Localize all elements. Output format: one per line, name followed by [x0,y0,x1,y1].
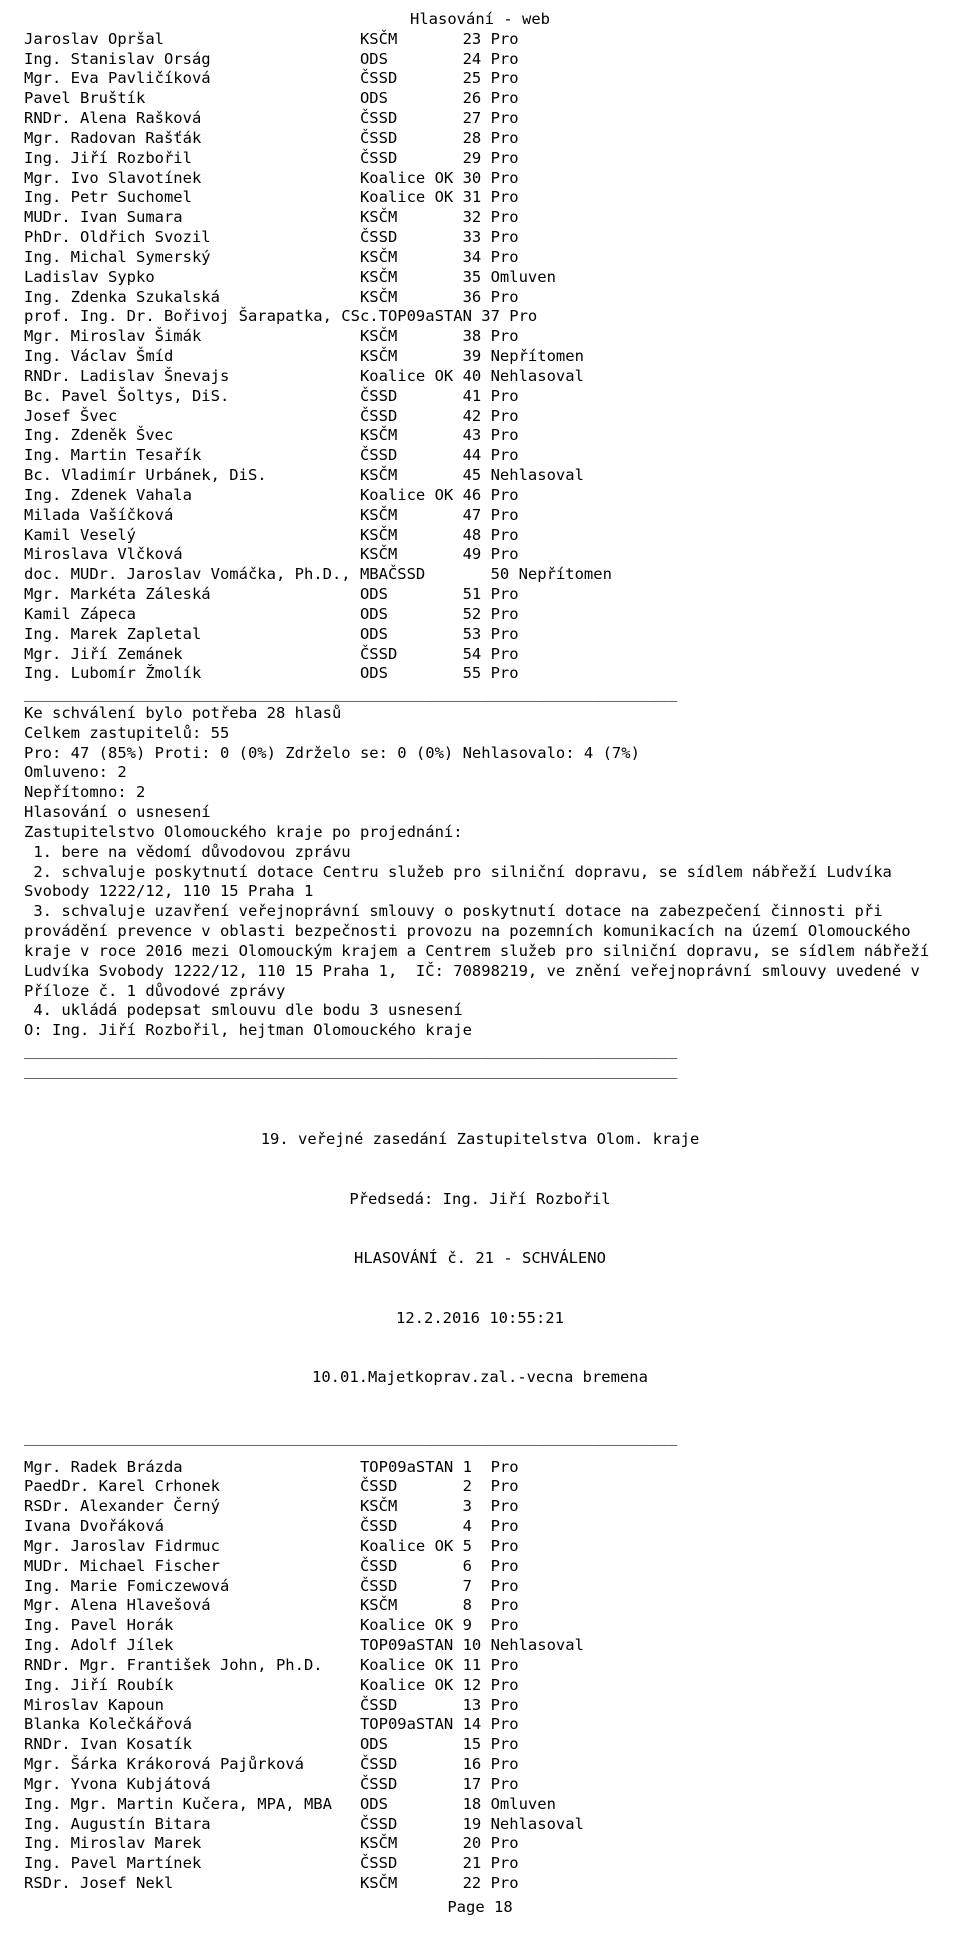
vote-row: Mgr. Alena Hlavešová KSČM 8 Pro [24,1596,936,1616]
vote-row: Ing. Václav Šmíd KSČM 39 Nepřítomen [24,347,936,367]
summary-block: Ke schválení bylo potřeba 28 hlasů Celke… [24,704,936,1041]
vote-row: Ing. Jiří Rozbořil ČSSD 29 Pro [24,149,936,169]
vote-row: Bc. Pavel Šoltys, DiS. ČSSD 41 Pro [24,387,936,407]
vote-row: Jaroslav Opršal KSČM 23 Pro [24,30,936,50]
vote-row: Milada Vašíčková KSČM 47 Pro [24,506,936,526]
vote-row: Ing. Marek Zapletal ODS 53 Pro [24,625,936,645]
vote-row: Kamil Veselý KSČM 48 Pro [24,526,936,546]
vote-row: MUDr. Ivan Sumara KSČM 32 Pro [24,208,936,228]
summary-point-2: 2. schvaluje poskytnutí dotace Centru sl… [24,863,936,903]
summary-point-3: 3. schvaluje uzavření veřejnoprávní smlo… [24,902,936,1001]
vote-row: Bc. Vladimír Urbánek, DiS. KSČM 45 Nehla… [24,466,936,486]
vote-row: PaedDr. Karel Crhonek ČSSD 2 Pro [24,1477,936,1497]
separator: ________________________________________… [24,1041,936,1061]
vote-row: Ing. Marie Fomiczewová ČSSD 7 Pro [24,1577,936,1597]
vote-row: Ivana Dvořáková ČSSD 4 Pro [24,1517,936,1537]
vote-row: Ing. Michal Symerský KSČM 34 Pro [24,248,936,268]
summary-point-1: 1. bere na vědomí důvodovou zprávu [24,843,936,863]
vote-row: Mgr. Miroslav Šimák KSČM 38 Pro [24,327,936,347]
vote-row: Blanka Kolečkářová TOP09aSTAN 14 Pro [24,1715,936,1735]
vote-row: Miroslava Vlčková KSČM 49 Pro [24,545,936,565]
vote-row: Mgr. Eva Pavličíková ČSSD 25 Pro [24,69,936,89]
vote-row: Ing. Jiří Roubík Koalice OK 12 Pro [24,1676,936,1696]
vote-row: Ing. Zdenka Szukalská KSČM 36 Pro [24,288,936,308]
vote-row: Ladislav Sypko KSČM 35 Omluven [24,268,936,288]
vote-row: Ing. Pavel Horák Koalice OK 9 Pro [24,1616,936,1636]
vote-row: Kamil Zápeca ODS 52 Pro [24,605,936,625]
session-header-line-4: 12.2.2016 10:55:21 [24,1309,936,1329]
vote-row: RSDr. Josef Nekl KSČM 22 Pro [24,1874,936,1894]
vote-row: Mgr. Šárka Krákorová Pajůrková ČSSD 16 P… [24,1755,936,1775]
vote-row: Ing. Lubomír Žmolík ODS 55 Pro [24,664,936,684]
page-title: Hlasování - web [24,10,936,30]
session-header: 19. veřejné zasedání Zastupitelstva Olom… [24,1091,936,1428]
separator: ________________________________________… [24,1428,936,1448]
vote-row: Mgr. Jiří Zemánek ČSSD 54 Pro [24,645,936,665]
vote-row: Ing. Zdeněk Švec KSČM 43 Pro [24,426,936,446]
summary-excused: Omluveno: 2 [24,763,936,783]
page-number: Page 18 [24,1894,936,1918]
summary-absent: Nepřítomno: 2 [24,783,936,803]
session-header-line-5: 10.01.Majetkoprav.zal.-vecna bremena [24,1368,936,1388]
document-page: Hlasování - web Jaroslav Opršal KSČM 23 … [0,0,960,1938]
summary-point-4: 4. ukládá podepsat smlouvu dle bodu 3 us… [24,1001,936,1021]
vote-row: Ing. Adolf Jílek TOP09aSTAN 10 Nehlasova… [24,1636,936,1656]
vote-row: PhDr. Oldřich Svozil ČSSD 33 Pro [24,228,936,248]
vote-row: MUDr. Michael Fischer ČSSD 6 Pro [24,1557,936,1577]
vote-row: Ing. Augustín Bitara ČSSD 19 Nehlasoval [24,1815,936,1835]
separator: ________________________________________… [24,1061,936,1081]
summary-voteon: Hlasování o usnesení [24,803,936,823]
vote-row: RNDr. Alena Rašková ČSSD 27 Pro [24,109,936,129]
vote-row: Mgr. Yvona Kubjátová ČSSD 17 Pro [24,1775,936,1795]
summary-point-5: O: Ing. Jiří Rozbořil, hejtman Olomoucké… [24,1021,936,1041]
session-header-line-1: 19. veřejné zasedání Zastupitelstva Olom… [24,1130,936,1150]
session-header-line-2: Předsedá: Ing. Jiří Rozbořil [24,1190,936,1210]
vote-row: doc. MUDr. Jaroslav Vomáčka, Ph.D., MBAČ… [24,565,936,585]
vote-row: Ing. Zdenek Vahala Koalice OK 46 Pro [24,486,936,506]
vote-table-1: Jaroslav Opršal KSČM 23 ProIng. Stanisla… [24,30,936,684]
vote-row: prof. Ing. Dr. Bořivoj Šarapatka, CSc.TO… [24,307,936,327]
vote-row: Mgr. Ivo Slavotínek Koalice OK 30 Pro [24,169,936,189]
session-header-line-3: HLASOVÁNÍ č. 21 - SCHVÁLENO [24,1249,936,1269]
vote-row: Ing. Petr Suchomel Koalice OK 31 Pro [24,188,936,208]
summary-body: Zastupitelstvo Olomouckého kraje po proj… [24,823,936,843]
vote-row: Ing. Miroslav Marek KSČM 20 Pro [24,1834,936,1854]
vote-row: Ing. Martin Tesařík ČSSD 44 Pro [24,446,936,466]
vote-row: Ing. Mgr. Martin Kučera, MPA, MBA ODS 18… [24,1795,936,1815]
vote-row: Pavel Bruštík ODS 26 Pro [24,89,936,109]
summary-need: Ke schválení bylo potřeba 28 hlasů [24,704,936,724]
summary-total: Celkem zastupitelů: 55 [24,724,936,744]
vote-row: Mgr. Jaroslav Fidrmuc Koalice OK 5 Pro [24,1537,936,1557]
vote-row: Mgr. Radek Brázda TOP09aSTAN 1 Pro [24,1458,936,1478]
vote-table-2: Mgr. Radek Brázda TOP09aSTAN 1 ProPaedDr… [24,1458,936,1894]
vote-row: RNDr. Ivan Kosatík ODS 15 Pro [24,1735,936,1755]
vote-row: RNDr. Mgr. František John, Ph.D. Koalice… [24,1656,936,1676]
separator: ________________________________________… [24,684,936,704]
vote-row: RSDr. Alexander Černý KSČM 3 Pro [24,1497,936,1517]
vote-row: Mgr. Markéta Záleská ODS 51 Pro [24,585,936,605]
vote-row: Ing. Stanislav Orság ODS 24 Pro [24,50,936,70]
vote-row: RNDr. Ladislav Šnevajs Koalice OK 40 Neh… [24,367,936,387]
vote-row: Josef Švec ČSSD 42 Pro [24,407,936,427]
vote-row: Mgr. Radovan Rašťák ČSSD 28 Pro [24,129,936,149]
spacer [24,1081,936,1091]
vote-row: Miroslav Kapoun ČSSD 13 Pro [24,1696,936,1716]
summary-counts: Pro: 47 (85%) Proti: 0 (0%) Zdrželo se: … [24,744,936,764]
vote-row: Ing. Pavel Martínek ČSSD 21 Pro [24,1854,936,1874]
spacer [24,1448,936,1458]
